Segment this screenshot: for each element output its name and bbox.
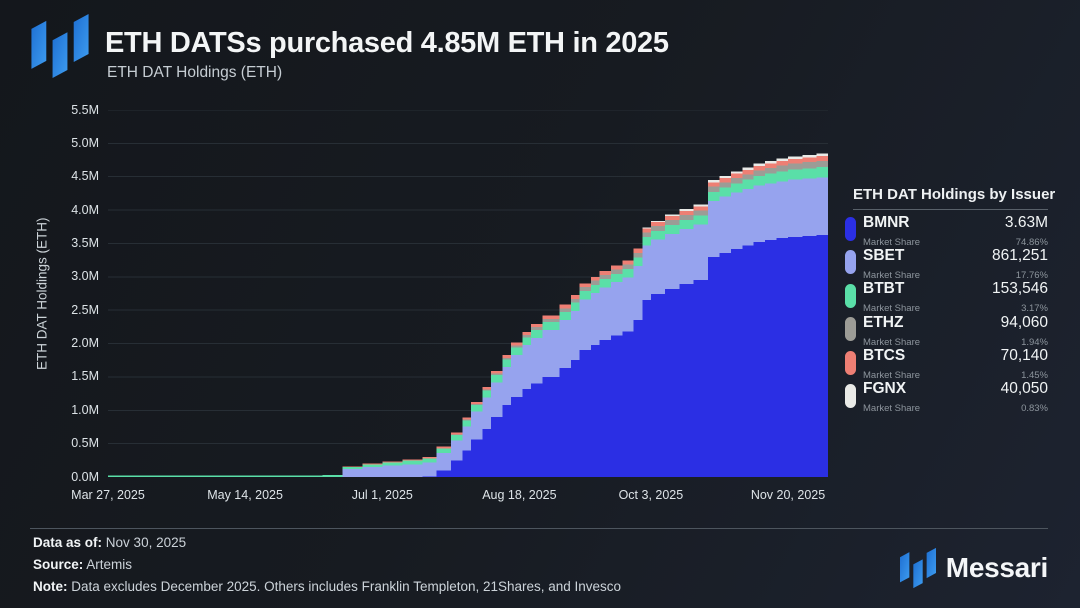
legend-share-label: Market Share bbox=[863, 269, 921, 281]
y-tick-label: 4.5M bbox=[71, 169, 99, 184]
stacked-area-chart[interactable] bbox=[108, 110, 828, 477]
x-tick-label: Oct 3, 2025 bbox=[618, 488, 684, 502]
legend-value: 70,140 bbox=[1000, 347, 1048, 365]
legend-item-btbt[interactable]: BTBT Market Share 153,546 3.17% bbox=[845, 277, 1048, 314]
footer-divider bbox=[30, 528, 1048, 529]
legend-item-bmnr[interactable]: BMNR Market Share 3.63M 74.86% bbox=[845, 210, 1048, 248]
legend-share-label: Market Share bbox=[863, 236, 921, 248]
legend-share-value: 1.94% bbox=[1021, 336, 1048, 348]
note: Note: Data excludes December 2025. Other… bbox=[33, 579, 621, 594]
data-as-of-label: Data as of: bbox=[33, 535, 103, 550]
legend: ETH DAT Holdings by Issuer BMNR Market Sh… bbox=[845, 186, 1055, 414]
page-subtitle: ETH DAT Holdings (ETH) bbox=[107, 64, 283, 81]
legend-swatch-icon bbox=[845, 317, 856, 342]
legend-share-value: 0.83% bbox=[1021, 403, 1048, 415]
y-tick-label: 3.5M bbox=[71, 235, 99, 250]
legend-share-label: Market Share bbox=[863, 403, 921, 415]
y-tick-label: 0.5M bbox=[71, 436, 99, 451]
legend-item-btcs[interactable]: BTCS Market Share 70,140 1.45% bbox=[845, 344, 1048, 381]
legend-value: 94,060 bbox=[1000, 313, 1048, 331]
legend-ticker: ETHZ bbox=[863, 313, 904, 331]
page-title: ETH DATSs purchased 4.85M ETH in 2025 bbox=[105, 27, 669, 59]
x-tick-label: Jul 1, 2025 bbox=[351, 488, 413, 502]
x-tick-label: Aug 18, 2025 bbox=[482, 488, 557, 502]
messari-wordmark: Messari bbox=[899, 547, 1049, 589]
wordmark-text: Messari bbox=[945, 552, 1049, 583]
y-tick-label: 3.0M bbox=[71, 269, 99, 284]
y-tick-label: 0.0M bbox=[71, 469, 99, 484]
legend-item-ethz[interactable]: ETHZ Market Share 94,060 1.94% bbox=[845, 310, 1048, 348]
legend-item-fgnx[interactable]: FGNX Market Share 40,050 0.83% bbox=[845, 377, 1048, 414]
legend-swatch-icon bbox=[845, 217, 856, 241]
legend-ticker: BMNR bbox=[863, 213, 910, 231]
legend-swatch-icon bbox=[845, 350, 856, 375]
legend-swatch-icon bbox=[845, 250, 856, 275]
messari-logo-icon bbox=[899, 547, 936, 589]
y-tick-label: 4.0M bbox=[71, 202, 99, 217]
legend-share-label: Market Share bbox=[863, 370, 921, 382]
x-tick-label: Mar 27, 2025 bbox=[71, 488, 145, 502]
note-label: Note: bbox=[33, 579, 68, 594]
legend-ticker: FGNX bbox=[863, 380, 907, 398]
y-tick-label: 1.0M bbox=[71, 402, 99, 417]
legend-ticker: BTBT bbox=[863, 280, 905, 298]
legend-ticker: SBET bbox=[863, 246, 905, 264]
data-as-of: Data as of: Nov 30, 2025 bbox=[33, 535, 186, 550]
legend-share-value: 17.76% bbox=[1015, 269, 1048, 281]
legend-share-value: 3.17% bbox=[1021, 303, 1048, 315]
x-tick-label: May 14, 2025 bbox=[207, 488, 283, 502]
source-value: Artemis bbox=[86, 557, 133, 572]
legend-value: 40,050 bbox=[1000, 380, 1048, 398]
legend-value: 861,251 bbox=[991, 246, 1048, 264]
legend-title: ETH DAT Holdings by Issuer bbox=[853, 186, 1055, 210]
legend-swatch-icon bbox=[845, 283, 856, 308]
legend-share-label: Market Share bbox=[863, 336, 921, 348]
y-tick-label: 2.5M bbox=[71, 302, 99, 317]
source: Source: Artemis bbox=[33, 557, 132, 572]
note-value: Data excludes December 2025. Others incl… bbox=[71, 579, 622, 594]
y-tick-label: 1.5M bbox=[71, 369, 99, 384]
y-axis-ticks: 5.5M 5.0M 4.5M 4.0M 3.5M 3.0M 2.5M 2.0M 1.5M 1.0M… bbox=[0, 103, 99, 484]
x-axis-ticks: Mar 27, 2025 May 14, 2025 Jul 1, 2025 Aug 1… bbox=[71, 488, 828, 504]
legend-item-sbet[interactable]: SBET Market Share 861,251 17.76% bbox=[845, 243, 1048, 281]
y-tick-label: 5.0M bbox=[71, 135, 99, 150]
legend-value: 3.63M bbox=[1004, 213, 1048, 231]
legend-ticker: BTCS bbox=[863, 347, 906, 365]
legend-rows: BMNR Market Share 3.63M 74.86% SBET Market Sh… bbox=[845, 210, 1048, 414]
legend-share-label: Market Share bbox=[863, 303, 921, 315]
y-tick-label: 2.0M bbox=[71, 336, 99, 351]
x-tick-label: Nov 20, 2025 bbox=[750, 488, 826, 502]
messari-logo-icon bbox=[31, 14, 89, 78]
data-as-of-value: Nov 30, 2025 bbox=[105, 535, 187, 550]
plot-area bbox=[108, 110, 828, 477]
source-label: Source: bbox=[33, 557, 84, 572]
legend-share-value: 74.86% bbox=[1015, 236, 1048, 248]
legend-swatch-icon bbox=[845, 383, 856, 408]
legend-value: 153,546 bbox=[991, 280, 1048, 298]
y-tick-label: 5.5M bbox=[71, 102, 99, 117]
legend-share-value: 1.45% bbox=[1021, 370, 1048, 382]
